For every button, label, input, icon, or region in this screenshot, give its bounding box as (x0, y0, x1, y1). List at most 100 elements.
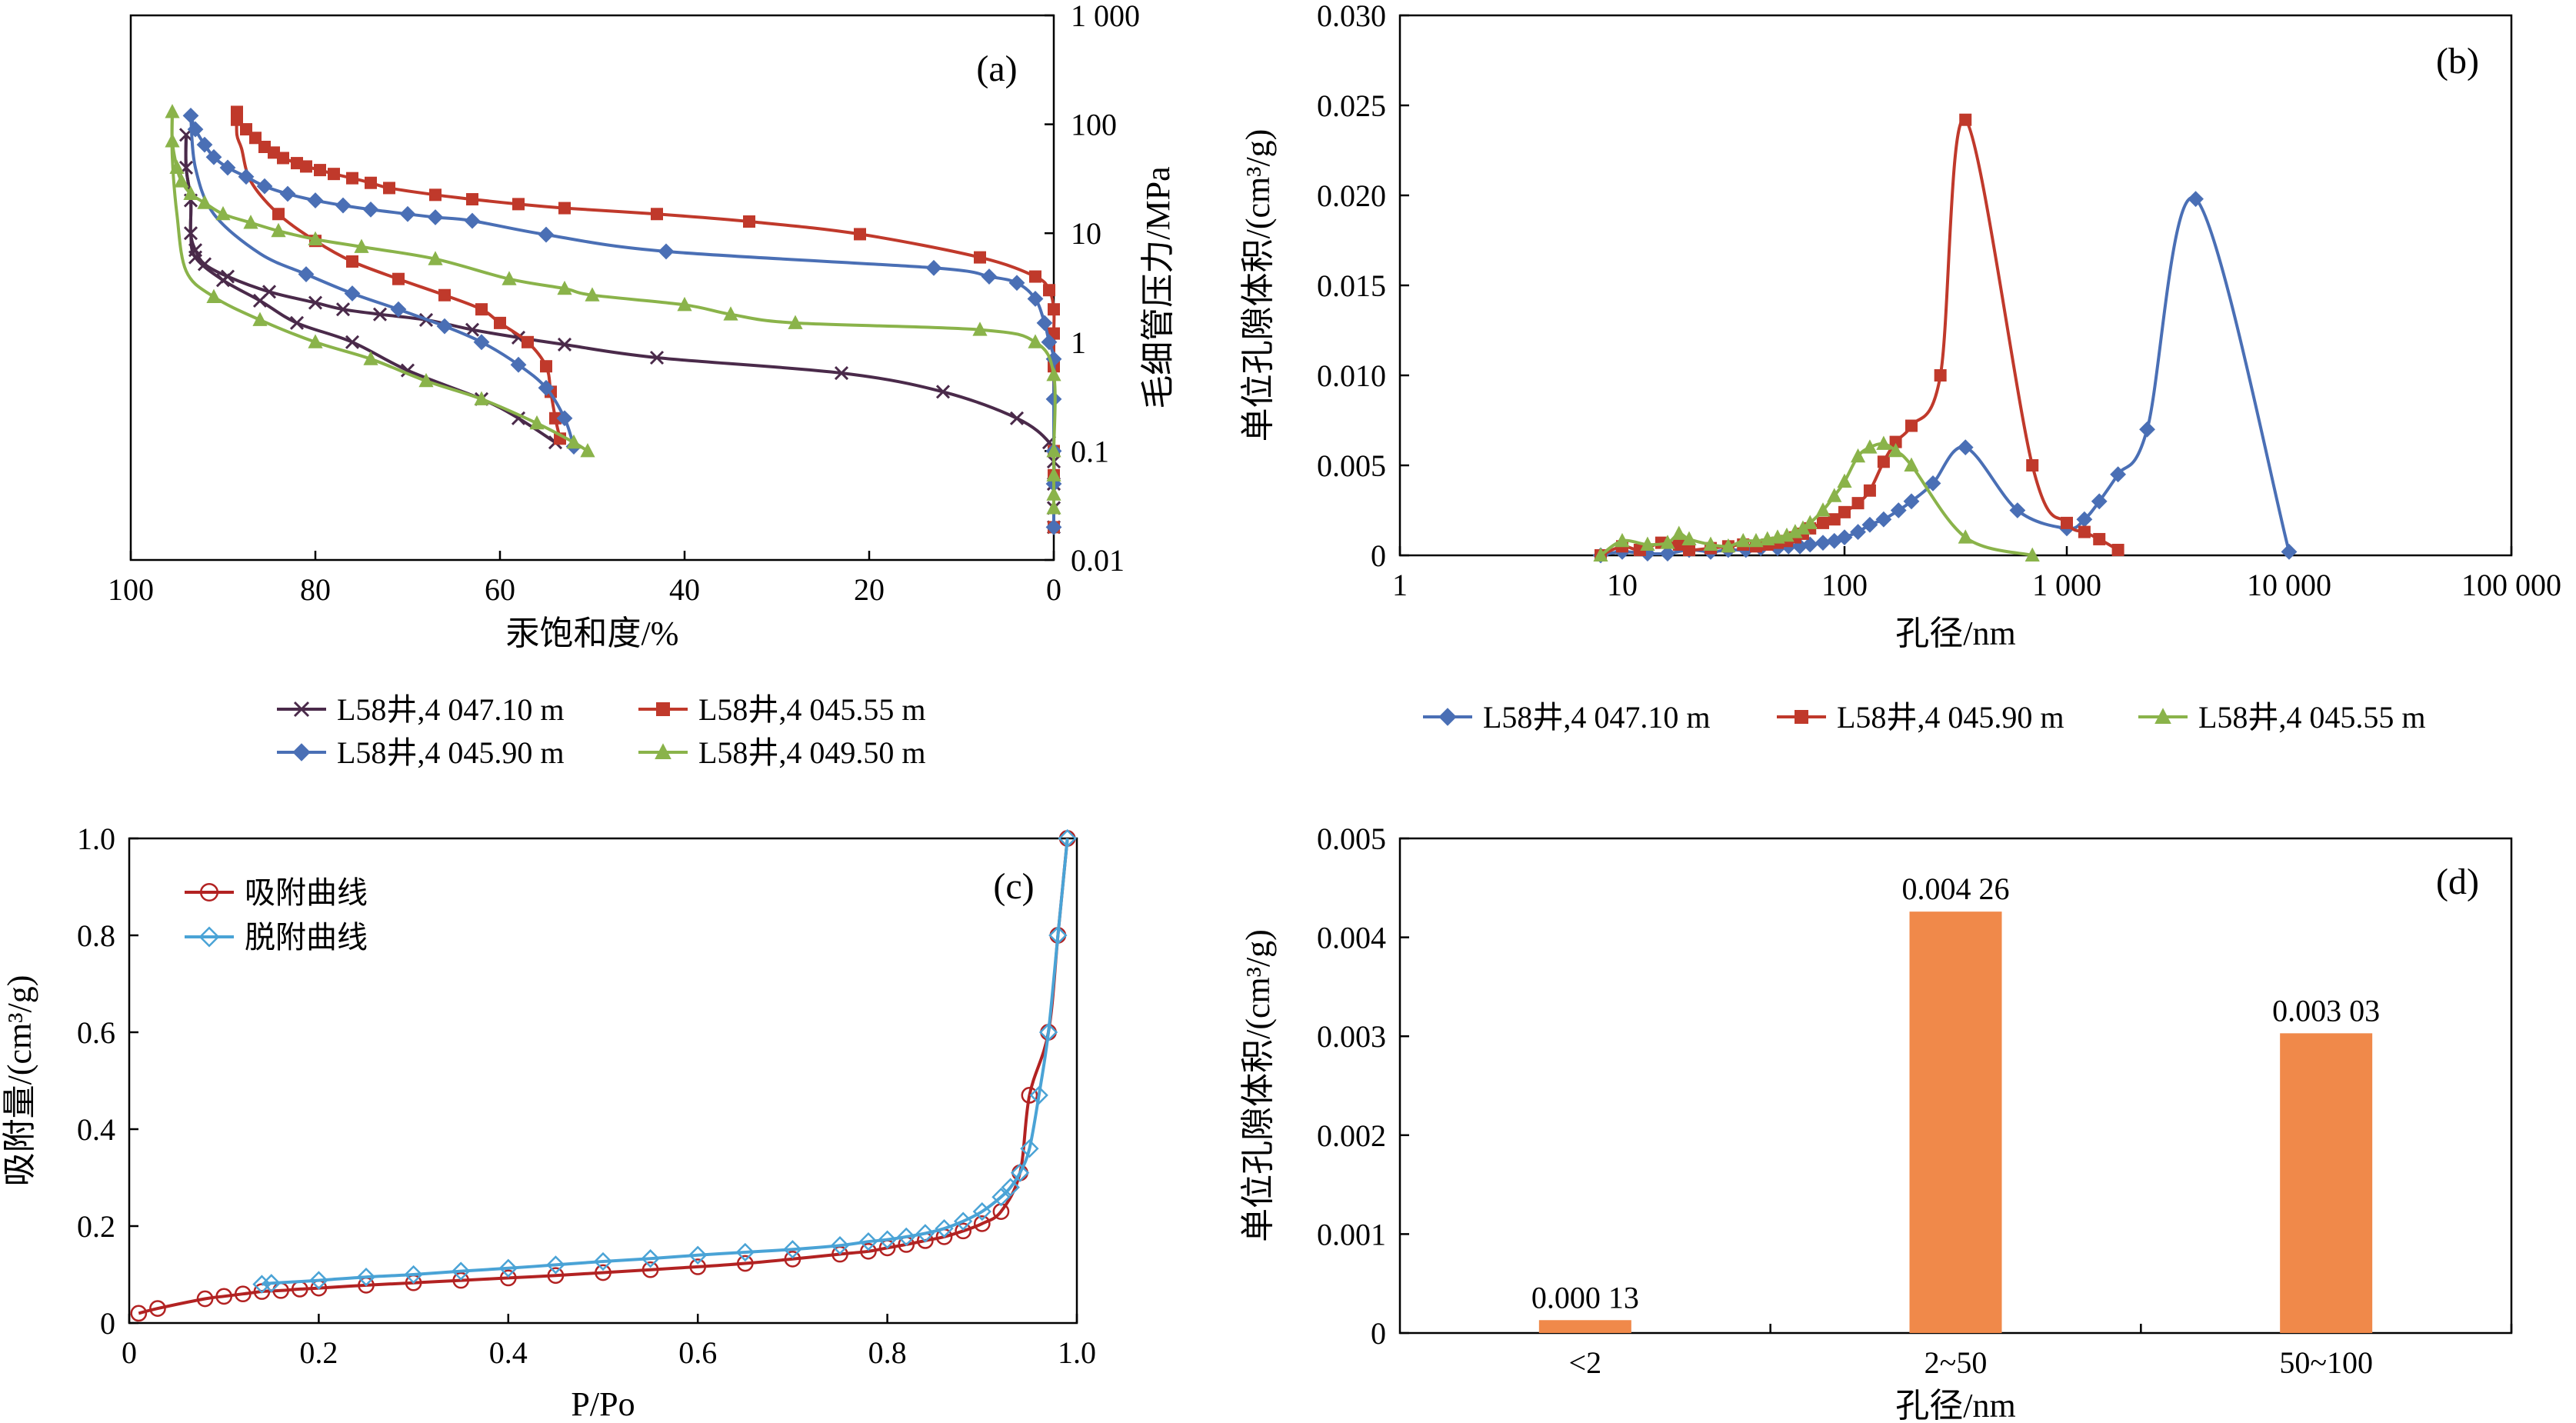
data-point (219, 159, 236, 176)
series-line (189, 115, 1056, 528)
series-depressure-line (235, 112, 562, 439)
data-point (1593, 547, 1608, 562)
data-point (436, 318, 453, 335)
data-point (1827, 488, 1842, 502)
data-point (418, 372, 434, 388)
legend-label: L58井,4 045.55 m (2198, 700, 2426, 735)
y-tick-label: 0.001 (1317, 1217, 1386, 1251)
data-point (1795, 520, 1811, 535)
data-point (2111, 543, 2124, 556)
data-point (1048, 303, 1060, 316)
data-point (252, 293, 268, 308)
data-point (784, 1250, 801, 1268)
data-point (494, 316, 506, 329)
data-point (1888, 442, 1904, 458)
data-point (365, 176, 377, 189)
data-point (1046, 467, 1061, 482)
x-tick-label: 0 (122, 1335, 137, 1370)
data-point (1925, 475, 1941, 492)
data-point (1048, 925, 1068, 945)
data-point (736, 1255, 754, 1272)
data-point (1659, 545, 1676, 562)
legend-marker (1795, 710, 1808, 724)
data-point (404, 1265, 423, 1285)
data-point (649, 350, 665, 365)
legend-label: L58井,4 047.10 m (1483, 700, 1711, 735)
data-point (2188, 191, 2204, 208)
data-point (1748, 532, 1764, 548)
y-tick-label: 0.8 (77, 918, 115, 953)
data-point (363, 351, 378, 365)
data-point (953, 1211, 973, 1231)
y-tick-label: 1.0 (77, 821, 115, 856)
y-tick-label: 0 (1371, 538, 1386, 573)
data-point (1779, 527, 1795, 542)
data-point (429, 188, 442, 202)
data-point (473, 334, 490, 351)
series-square (231, 105, 1060, 534)
data-point (277, 152, 289, 165)
x-tick-label: 20 (854, 572, 885, 607)
data-point (309, 1271, 328, 1290)
data-point (547, 1267, 565, 1285)
data-point (546, 1255, 565, 1275)
data-point (974, 251, 986, 264)
data-point (557, 280, 572, 295)
panel-label: (b) (2436, 41, 2479, 82)
data-point (1802, 515, 1818, 529)
data-point (788, 315, 803, 329)
x-axis-title: 孔径/nm (1895, 615, 2015, 652)
data-point (1045, 518, 1062, 535)
data-point (165, 133, 180, 148)
data-point (1036, 315, 1053, 332)
data-point (206, 288, 222, 304)
data-point (308, 295, 323, 310)
data-point (438, 288, 451, 302)
data-point (2076, 511, 2093, 528)
data-point (538, 379, 555, 396)
x-tick-label: 2~50 (1925, 1345, 1988, 1380)
data-point (475, 303, 488, 316)
data-point (234, 1285, 252, 1303)
y-tick-label: 0.030 (1317, 0, 1386, 33)
x-axis-title: 孔径/nm (1895, 1387, 2015, 1423)
x-tick-label: 100 000 (2461, 568, 2561, 602)
data-point (308, 231, 323, 246)
data-point (183, 185, 198, 200)
x-axis-title: 汞饱和度/% (506, 615, 679, 652)
data-point (1010, 1163, 1030, 1182)
legend-label: L58井,4 045.90 m (337, 735, 565, 770)
data-point (1851, 497, 1865, 510)
legend-marker (655, 743, 671, 759)
x-tick-label: 0.2 (299, 1335, 338, 1370)
data-point (1838, 505, 1851, 518)
y-tick-label: 1 (1071, 325, 1086, 360)
series-line (235, 112, 1056, 528)
data-point (651, 208, 663, 221)
data-point (1801, 536, 1818, 553)
y-tick-label: 0.003 (1317, 1019, 1386, 1054)
data-point (556, 410, 573, 427)
data-point (474, 391, 489, 405)
data-point (399, 205, 416, 222)
data-point (279, 185, 296, 202)
bar-value-label: 0.000 13 (1531, 1280, 1639, 1315)
data-point (354, 238, 369, 253)
data-point (641, 1249, 660, 1268)
data-point (972, 322, 988, 336)
y-tick-label: 0 (1371, 1316, 1386, 1351)
x-tick-label: 80 (300, 572, 331, 607)
data-point (538, 226, 555, 243)
data-point (1046, 443, 1061, 458)
data-point (1889, 435, 1902, 448)
y-tick-label: 0.005 (1317, 448, 1386, 483)
data-point (182, 107, 199, 124)
data-point (498, 1258, 518, 1278)
legend-marker (1438, 708, 1457, 726)
data-point (1021, 1087, 1038, 1104)
data-point (1904, 457, 1919, 472)
y-axis-title: 单位孔隙体积/(cm³/g) (1239, 929, 1277, 1242)
data-point (677, 296, 692, 312)
data-point (1837, 473, 1852, 488)
x-tick-label: 50~100 (2279, 1345, 2373, 1380)
